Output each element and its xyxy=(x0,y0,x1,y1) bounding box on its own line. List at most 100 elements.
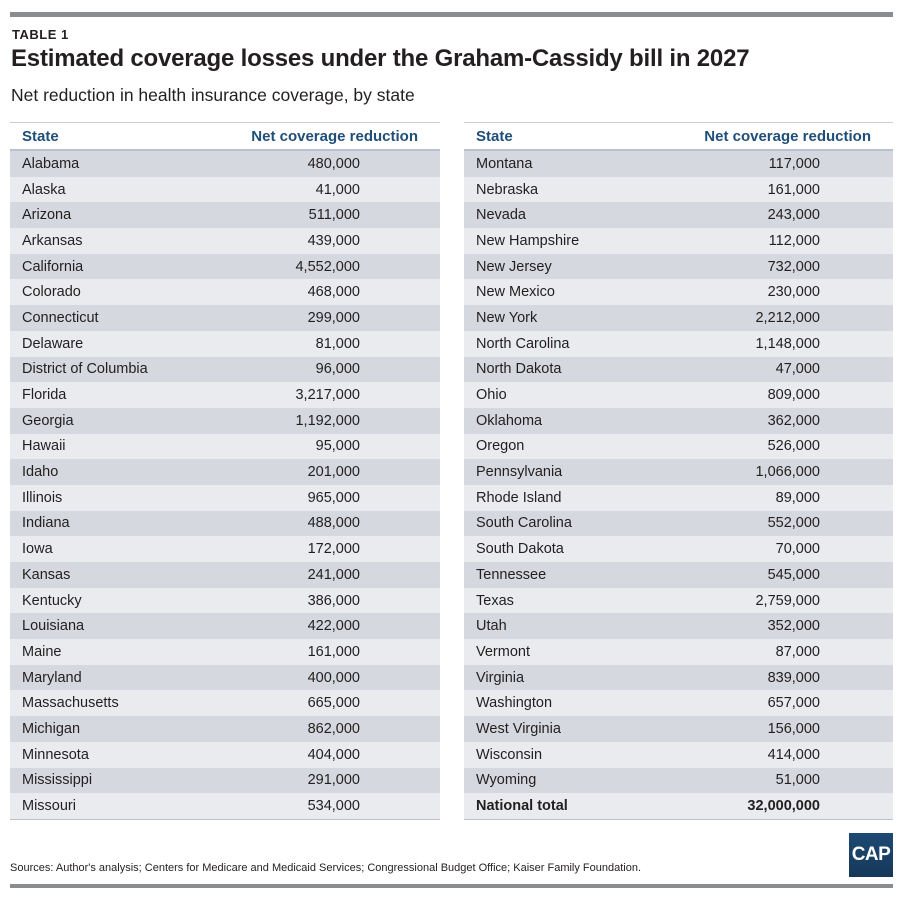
coverage-reduction-value: 480,000 xyxy=(307,155,360,172)
coverage-reduction-value: 291,000 xyxy=(307,772,360,789)
coverage-reduction-value: 47,000 xyxy=(775,361,820,378)
coverage-reduction-value: 89,000 xyxy=(775,489,820,506)
coverage-reduction-value: 362,000 xyxy=(767,412,820,429)
table-row: Delaware 81,000 xyxy=(10,330,440,357)
table-row: Iowa 172,000 xyxy=(10,536,440,562)
table-row: Pennsylvania 1,066,000 xyxy=(464,459,893,485)
table-row: Washington 657,000 xyxy=(464,690,893,717)
coverage-reduction-value: 4,552,000 xyxy=(295,258,360,275)
table-label: TABLE 1 xyxy=(12,27,69,42)
coverage-reduction-value: 1,066,000 xyxy=(755,464,820,481)
table-row: Massachusetts 665,000 xyxy=(10,690,440,717)
table-bottom-rule xyxy=(10,819,440,820)
table-row: Arkansas 439,000 xyxy=(10,228,440,254)
coverage-table-right: State Net coverage reduction Montana 117,… xyxy=(464,122,893,820)
table-header-row: State Net coverage reduction xyxy=(10,122,440,151)
state-name: Alabama xyxy=(22,155,80,172)
total-row: National total 32,000,000 xyxy=(464,793,893,820)
state-name: Wyoming xyxy=(476,772,537,789)
coverage-reduction-value: 839,000 xyxy=(767,669,820,686)
coverage-reduction-value: 230,000 xyxy=(767,284,820,301)
table-row: Idaho 201,000 xyxy=(10,459,440,485)
table-row: Maine 161,000 xyxy=(10,639,440,665)
table-row: Virginia 839,000 xyxy=(464,664,893,691)
table-row: North Carolina 1,148,000 xyxy=(464,330,893,357)
state-name: California xyxy=(22,258,84,275)
state-name: Ohio xyxy=(476,387,507,404)
state-name: Illinois xyxy=(22,489,63,506)
table-header-row: State Net coverage reduction xyxy=(464,122,893,151)
table-row: Hawaii 95,000 xyxy=(10,433,440,460)
coverage-reduction-value: 422,000 xyxy=(307,618,360,635)
table-row: Vermont 87,000 xyxy=(464,639,893,665)
coverage-reduction-value: 117,000 xyxy=(768,155,820,172)
state-name: Oklahoma xyxy=(476,412,543,429)
column-header-state: State xyxy=(10,122,192,151)
coverage-reduction-value: 468,000 xyxy=(307,284,360,301)
coverage-reduction-value: 534,000 xyxy=(307,798,360,815)
coverage-reduction-value: 439,000 xyxy=(307,232,360,249)
table-row: South Carolina 552,000 xyxy=(464,510,893,537)
page-title: Estimated coverage losses under the Grah… xyxy=(11,45,750,72)
bottom-rule xyxy=(10,884,893,888)
state-name: Rhode Island xyxy=(476,489,562,506)
state-name: Texas xyxy=(476,592,514,609)
table-row: Arizona 511,000 xyxy=(10,202,440,229)
table-row: Alabama 480,000 xyxy=(10,150,440,177)
table-row: Michigan 862,000 xyxy=(10,716,440,742)
coverage-reduction-value: 657,000 xyxy=(767,695,820,712)
state-name: Arizona xyxy=(22,207,72,224)
coverage-reduction-value: 862,000 xyxy=(307,720,360,737)
table-row: Wisconsin 414,000 xyxy=(464,741,893,768)
table-row: Oklahoma 362,000 xyxy=(464,407,893,434)
state-name: South Dakota xyxy=(476,541,564,558)
table-row: Kentucky 386,000 xyxy=(10,587,440,614)
table-row: New Hampshire 112,000 xyxy=(464,228,893,254)
state-name: New Jersey xyxy=(476,258,552,275)
table-row: Florida 3,217,000 xyxy=(10,382,440,408)
state-name: South Carolina xyxy=(476,515,572,532)
coverage-table-left: State Net coverage reduction Alabama 480,… xyxy=(10,122,440,820)
state-name: Alaska xyxy=(22,181,66,198)
state-name: Iowa xyxy=(22,541,53,558)
table-row: New York 2,212,000 xyxy=(464,305,893,331)
table-row: Tennessee 545,000 xyxy=(464,562,893,588)
state-name: Nebraska xyxy=(476,181,539,198)
coverage-reduction-value: 95,000 xyxy=(315,438,360,455)
state-name: Wisconsin xyxy=(476,746,543,763)
coverage-reduction-value: 81,000 xyxy=(315,335,360,352)
state-name: New York xyxy=(476,309,538,326)
total-label: National total xyxy=(476,798,568,815)
table-row: Nevada 243,000 xyxy=(464,202,893,229)
table-body-right: Montana 117,000 Nebraska 161,000 Nevada 243,0… xyxy=(464,150,893,820)
state-name: Tennessee xyxy=(476,566,547,583)
coverage-reduction-value: 352,000 xyxy=(767,618,820,635)
coverage-reduction-value: 201,000 xyxy=(307,464,360,481)
coverage-reduction-value: 526,000 xyxy=(767,438,820,455)
coverage-reduction-value: 87,000 xyxy=(775,643,820,660)
table-row: South Dakota 70,000 xyxy=(464,536,893,562)
state-name: Mississippi xyxy=(22,772,93,789)
table-row: Connecticut 299,000 xyxy=(10,305,440,331)
coverage-reduction-value: 2,212,000 xyxy=(755,309,820,326)
coverage-reduction-value: 809,000 xyxy=(767,387,820,404)
state-name: Virginia xyxy=(476,669,525,686)
state-name: Missouri xyxy=(22,798,76,815)
coverage-reduction-value: 400,000 xyxy=(307,669,360,686)
table-row: Kansas 241,000 xyxy=(10,562,440,588)
coverage-reduction-value: 96,000 xyxy=(315,361,360,378)
state-name: New Hampshire xyxy=(476,232,580,249)
table-row: North Dakota 47,000 xyxy=(464,356,893,383)
coverage-reduction-value: 665,000 xyxy=(307,695,360,712)
table-row: Wyoming 51,000 xyxy=(464,767,893,794)
state-name: New Mexico xyxy=(476,284,555,301)
table-row: Texas 2,759,000 xyxy=(464,587,893,614)
state-name: North Dakota xyxy=(476,361,562,378)
table-row: Maryland 400,000 xyxy=(10,664,440,691)
state-name: Utah xyxy=(476,618,507,635)
table-row: California 4,552,000 xyxy=(10,253,440,280)
state-name: West Virginia xyxy=(476,720,561,737)
table-row: Minnesota 404,000 xyxy=(10,741,440,768)
table-row: Utah 352,000 xyxy=(464,613,893,640)
state-name: District of Columbia xyxy=(22,361,148,378)
